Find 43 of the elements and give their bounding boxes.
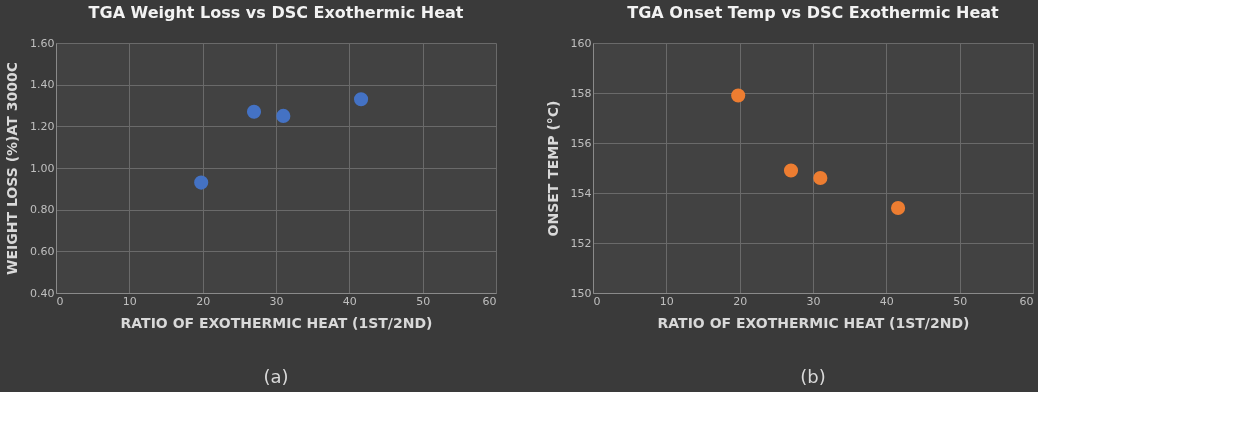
point — [194, 175, 209, 190]
y-tick-label: 0.80 — [30, 203, 55, 217]
x-tick-label: 0 — [56, 294, 64, 308]
x-tick-label: 10 — [122, 294, 137, 308]
y-tick-label: 154 — [570, 186, 592, 200]
x-tick-label: 50 — [953, 294, 968, 308]
y-tick-label: 0.60 — [30, 244, 55, 258]
y-tick-label: 1.00 — [30, 161, 55, 175]
chart-title: TGA Onset Temp vs DSC Exothermic Heat — [627, 3, 1000, 22]
y-tick-label: 158 — [570, 86, 592, 100]
y-tick-label: 156 — [570, 136, 592, 150]
x-tick-label: 40 — [879, 294, 894, 308]
y-tick-label: 160 — [570, 36, 592, 50]
point — [813, 170, 828, 186]
x-tick-label: 0 — [593, 294, 601, 308]
x-axis-title: RATIO OF EXOTHERMIC HEAT (1ST/2ND) — [657, 314, 970, 331]
x-tick-label: 60 — [1019, 294, 1034, 308]
x-tick-label: 10 — [659, 294, 674, 308]
text: (b) — [800, 366, 826, 387]
y-tick-label: 1.20 — [30, 119, 55, 133]
x-tick-label: 20 — [733, 294, 748, 308]
x-tick-label: 50 — [416, 294, 431, 308]
x-tick-label: 30 — [806, 294, 821, 308]
point — [246, 104, 262, 119]
point — [783, 163, 799, 178]
x-tick-label: 30 — [269, 294, 284, 308]
y-tick-label: 152 — [570, 236, 592, 250]
point — [276, 108, 291, 123]
chart-title: TGA Weight Loss vs DSC Exothermic Heat — [88, 3, 464, 22]
x-tick-label: 60 — [482, 294, 497, 308]
x-axis-title: RATIO OF EXOTHERMIC HEAT (1ST/2ND) — [120, 314, 433, 331]
y-tick-label: 1.40 — [30, 78, 55, 92]
x-tick-label: 20 — [196, 294, 211, 308]
y-tick-label: 1.60 — [30, 36, 55, 50]
y-axis-title: ONSET TEMP (°C) — [544, 100, 561, 237]
y-tick-label: 150 — [570, 286, 592, 300]
point — [731, 88, 746, 103]
y-axis-title: WEIGHT LOSS (%)AT 3000C — [4, 62, 21, 275]
x-tick-label: 40 — [342, 294, 357, 308]
text: (a) — [263, 366, 289, 387]
point — [891, 200, 906, 216]
y-tick-label: 0.40 — [30, 286, 55, 300]
point — [354, 92, 369, 107]
